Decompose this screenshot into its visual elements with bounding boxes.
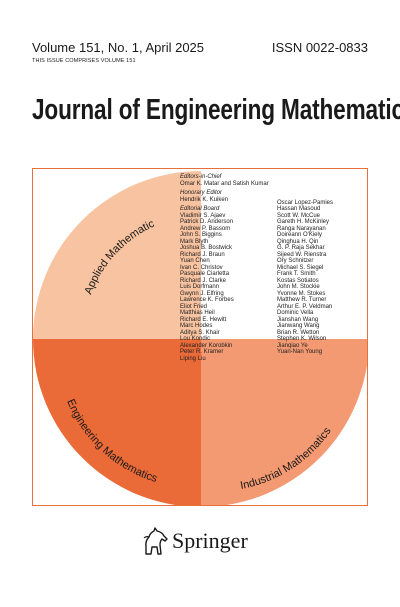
board-member: Michael S. Siegel (277, 264, 324, 271)
board-member: Scott W. McCue (277, 212, 321, 219)
quadrant-circle-graphic: Applied Mathematics Engineering Mathemat… (33, 169, 367, 505)
board-member: Sijeed W. Rienstra (277, 251, 327, 258)
board-member: Alexander Korobkin (180, 342, 233, 349)
board-member: Gareth H. McKinley (277, 219, 330, 225)
board-member: Ivan C. Christov (180, 264, 223, 271)
honorary-editor-label: Honorary Editor (180, 190, 223, 196)
board-member: Ory Schnitzer (277, 258, 314, 264)
board-member: Liping Liu (180, 355, 206, 362)
springer-horse-icon (143, 527, 168, 555)
board-member: Arthur E. P. Veldman (277, 303, 333, 310)
board-member: Yvonne M. Stokes (277, 290, 326, 297)
board-member: Ranga Narayanan (277, 225, 326, 232)
board-member: Patrick D. Anderson (180, 219, 234, 225)
board-member: Richard J. Clarke (180, 277, 227, 284)
board-member: John S. Biggins (180, 232, 222, 238)
board-member: Gwynn J. Elfring (180, 290, 224, 297)
board-member: Doireann O'Kiely (277, 232, 322, 238)
editors-in-chief-names: Omar K. Matar and Satish Kumar (180, 180, 269, 187)
board-member: Dominic Vella (277, 310, 314, 316)
board-member: Luis Dorfmann (180, 284, 220, 290)
board-member: Vladimir S. Ajaev (180, 212, 226, 219)
quadrant-industrial (201, 339, 367, 505)
board-member: Mark Blyth (180, 238, 209, 245)
board-member: Lou Kondic (180, 336, 211, 342)
board-member: Hassan Masoud (277, 206, 321, 212)
board-member: Jianshan Wang (277, 316, 319, 323)
honorary-editor-name: Hendrik K. Kuiken (180, 196, 229, 203)
board-member: Yuan Chen (180, 258, 210, 264)
board-member: John M. Stockie (277, 284, 320, 290)
board-member: Richard E. Hewitt (180, 316, 227, 323)
board-member: Kostas Sotiatos (277, 277, 319, 284)
editors-in-chief-label: Editors-in-Chief (180, 174, 222, 180)
editorial-board-column-1: Editors-in-Chief Omar K. Matar and Satis… (180, 174, 269, 362)
issn: ISSN 0022-0833 (271, 40, 368, 55)
publisher-name: Springer (172, 528, 248, 553)
editorial-board-column-2: Oscar Lopez-Pamies Hassan Masoud Scott W. … (277, 174, 333, 356)
board-member: Frank T. Smith (277, 271, 316, 277)
board-member: Stephen K. Wilson (277, 336, 327, 342)
board-member: Brian R. Wetton (277, 329, 320, 336)
board-member: Oscar Lopez-Pamies (277, 199, 334, 206)
journal-title: Journal of Engineering Mathematics (32, 94, 400, 126)
board-member: Qinghua H. Qin (277, 238, 319, 245)
board-member: Marc Hodes (180, 323, 213, 329)
board-list-1: Vladimir S. Ajaev Patrick D. Anderson Andr… (180, 213, 269, 363)
board-member: Matthias Heil (180, 310, 215, 316)
board-member: Yuan-Nan Young (277, 349, 323, 355)
quadrant-applied (33, 171, 201, 339)
board-member: Aditya S. Khair (180, 329, 220, 336)
board-member: Joshua B. Bostwick (180, 245, 233, 251)
board-member: Jianqiao Ye (277, 342, 308, 349)
board-member: Peter R. Kramer (180, 349, 224, 355)
board-list-2: Oscar Lopez-Pamies Hassan Masoud Scott W. … (277, 200, 333, 356)
quadrant-engineering (33, 339, 201, 505)
board-member: Pasquale Ciarletta (180, 271, 230, 277)
cover-illustration: Applied Mathematics Engineering Mathemat… (32, 168, 368, 506)
board-member: Andrew P. Bassom (180, 225, 231, 232)
volume-line: Volume 151, No. 1, April 2025 (32, 40, 205, 55)
issue-comprises-note: THIS ISSUE COMPRISES VOLUME 151 (32, 58, 136, 64)
board-member: Matthew R. Turner (277, 297, 327, 303)
board-member: Richard J. Braun (180, 251, 225, 258)
board-member: G. P. Raja Sekhar (277, 245, 325, 251)
board-member: Lawrence K. Forbes (180, 297, 234, 303)
board-member: Jianwang Wang (277, 323, 320, 329)
editorial-board-label: Editorial Board (180, 206, 220, 212)
board-member: Eliot Fried (180, 303, 208, 310)
